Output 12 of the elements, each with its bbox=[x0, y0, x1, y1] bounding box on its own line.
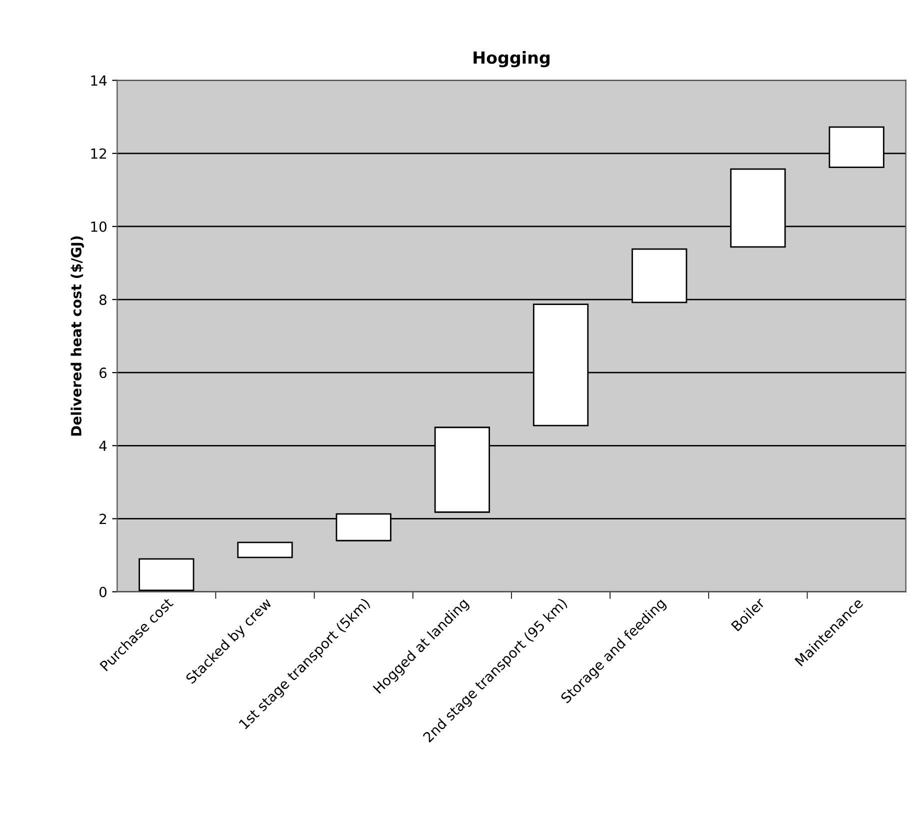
y-tick-label: 4 bbox=[99, 440, 107, 451]
y-tick-label: 14 bbox=[91, 76, 107, 86]
chart-title: Hogging bbox=[474, 51, 550, 68]
y-tick-label: 12 bbox=[91, 148, 106, 159]
y-tick-label: 6 bbox=[100, 368, 107, 378]
bar bbox=[138, 558, 194, 591]
y-axis-title: Delivered heat cost ($/GJ) bbox=[70, 236, 84, 436]
y-tick-label: 10 bbox=[91, 221, 106, 232]
y-tick-label: 8 bbox=[100, 294, 106, 305]
y-tick-label: 2 bbox=[100, 514, 106, 524]
y-tick-label: 0 bbox=[99, 586, 106, 598]
bar bbox=[237, 542, 293, 558]
